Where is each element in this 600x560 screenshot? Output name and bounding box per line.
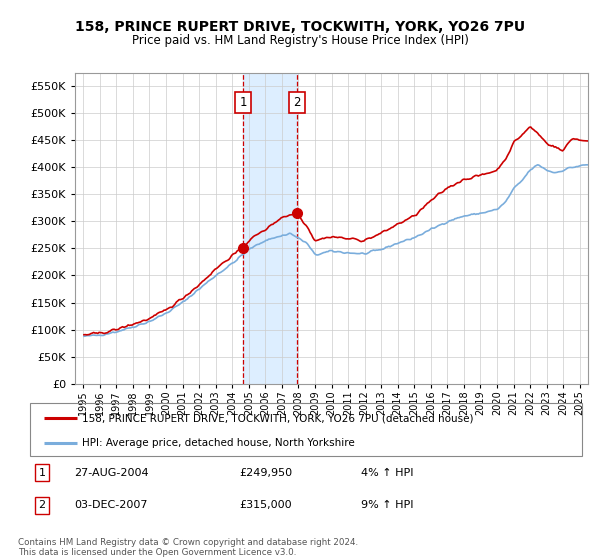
- Text: Price paid vs. HM Land Registry's House Price Index (HPI): Price paid vs. HM Land Registry's House …: [131, 34, 469, 46]
- Text: £315,000: £315,000: [240, 500, 292, 510]
- Text: 1: 1: [38, 468, 46, 478]
- Text: 27-AUG-2004: 27-AUG-2004: [74, 468, 149, 478]
- Bar: [243, 73, 297, 384]
- Text: 158, PRINCE RUPERT DRIVE, TOCKWITH, YORK, YO26 7PU (detached house): 158, PRINCE RUPERT DRIVE, TOCKWITH, YORK…: [82, 413, 474, 423]
- Text: 1: 1: [239, 96, 247, 109]
- Text: Contains HM Land Registry data © Crown copyright and database right 2024.
This d: Contains HM Land Registry data © Crown c…: [18, 538, 358, 557]
- Text: 2: 2: [38, 500, 46, 510]
- Text: 4% ↑ HPI: 4% ↑ HPI: [361, 468, 414, 478]
- Text: 03-DEC-2007: 03-DEC-2007: [74, 500, 148, 510]
- Text: 2: 2: [293, 96, 301, 109]
- Text: £249,950: £249,950: [240, 468, 293, 478]
- Text: 9% ↑ HPI: 9% ↑ HPI: [361, 500, 414, 510]
- Text: HPI: Average price, detached house, North Yorkshire: HPI: Average price, detached house, Nort…: [82, 438, 355, 448]
- Text: 158, PRINCE RUPERT DRIVE, TOCKWITH, YORK, YO26 7PU: 158, PRINCE RUPERT DRIVE, TOCKWITH, YORK…: [75, 20, 525, 34]
